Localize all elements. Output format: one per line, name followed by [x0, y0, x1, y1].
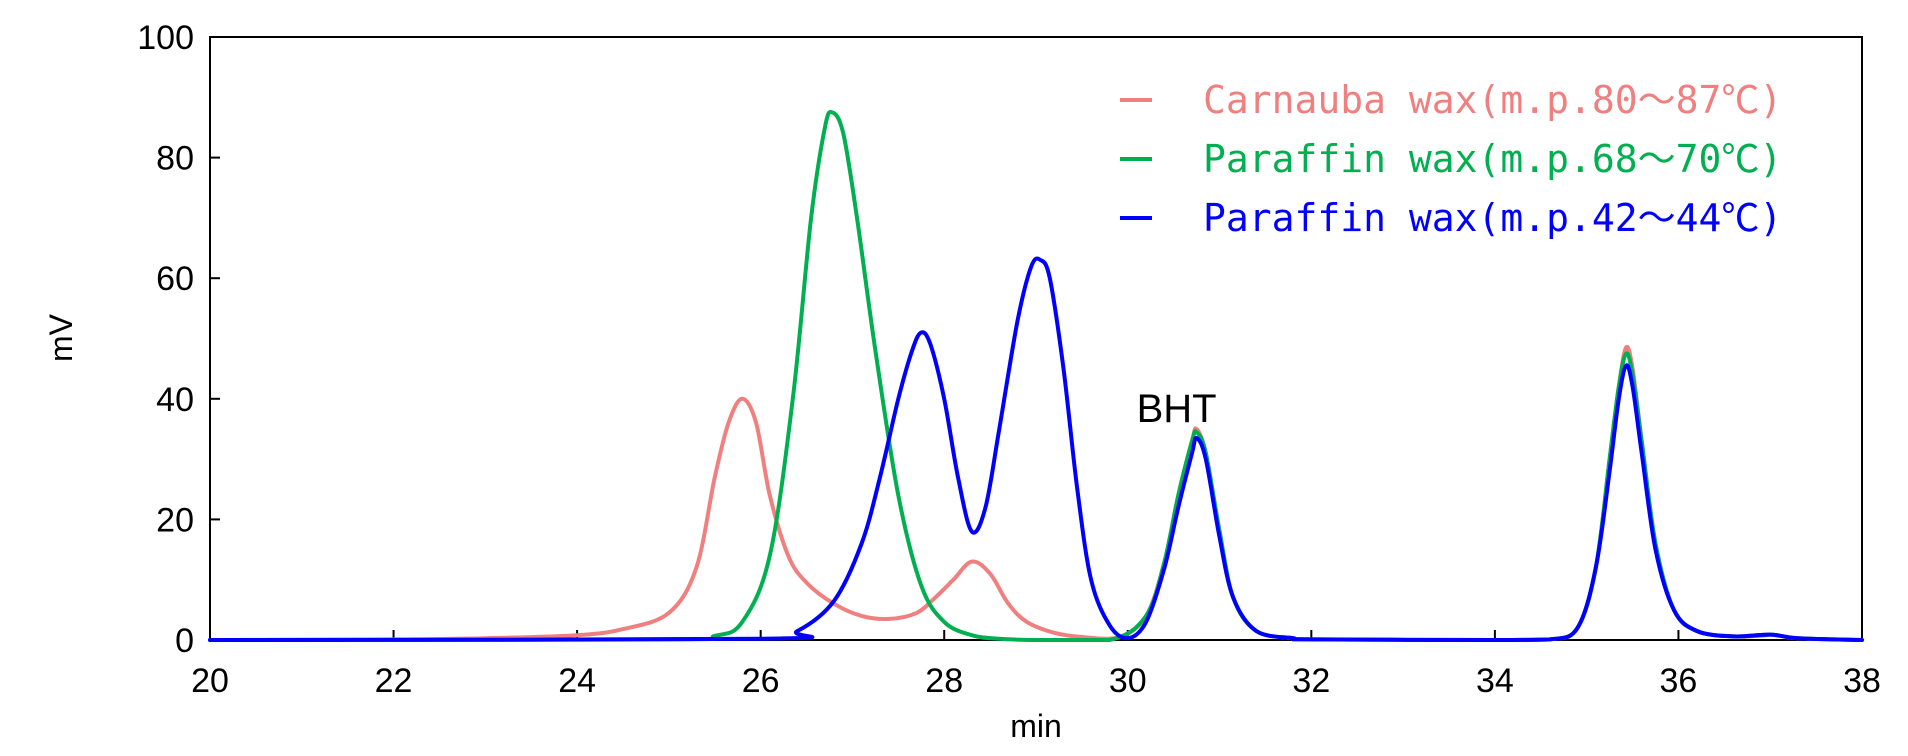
- y-axis: 0 20 40 60 80 100: [137, 19, 220, 660]
- x-tick-label: 22: [375, 662, 413, 700]
- legend-label-paraffin-68: Paraffin wax(m.p.68～70℃): [1203, 137, 1782, 181]
- series-line-paraffin-68: [208, 109, 1864, 643]
- x-tick-label: 28: [925, 662, 963, 700]
- plot-area-frame: [209, 36, 1863, 641]
- y-tick-label: 0: [175, 622, 194, 660]
- x-axis: 20 22 24 26 28 30 32 34 36 38: [191, 630, 1881, 700]
- x-tick-label: 36: [1660, 662, 1698, 700]
- series-lines: [208, 109, 1864, 643]
- series-line-paraffin-42: [208, 256, 1864, 642]
- y-tick-label: 40: [156, 381, 194, 419]
- x-tick-label: 38: [1843, 662, 1881, 700]
- legend-label-paraffin-42: Paraffin wax(m.p.42～44℃): [1203, 196, 1782, 240]
- legend-label-carnauba: Carnauba wax(m.p.80～87℃): [1203, 78, 1782, 122]
- x-tick-label: 30: [1109, 662, 1147, 700]
- y-tick-label: 20: [156, 501, 194, 539]
- x-tick-label: 34: [1476, 662, 1514, 700]
- y-tick-label: 80: [156, 140, 194, 178]
- x-tick-label: 24: [558, 662, 596, 700]
- y-axis-label: mV: [43, 313, 79, 362]
- annotation-bht: BHT: [1137, 387, 1217, 431]
- y-tick-label: 60: [156, 260, 194, 298]
- x-tick-label: 20: [191, 662, 229, 700]
- x-tick-label: 32: [1292, 662, 1330, 700]
- series-line-carnauba: [208, 344, 1864, 642]
- legend: Carnauba wax(m.p.80～87℃) Paraffin wax(m.…: [1120, 78, 1782, 240]
- y-tick-label: 100: [137, 19, 194, 57]
- x-axis-label: min: [1010, 708, 1062, 744]
- x-tick-label: 26: [742, 662, 780, 700]
